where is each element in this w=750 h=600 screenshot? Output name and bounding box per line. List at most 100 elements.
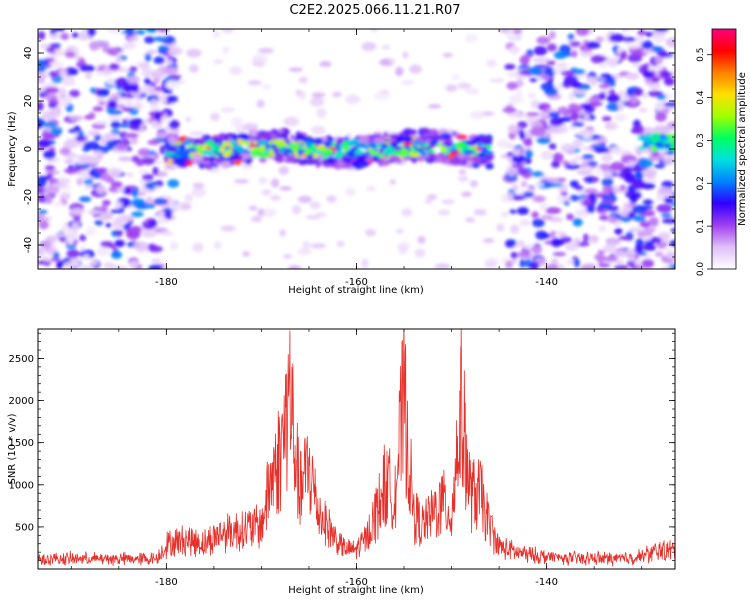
spectrogram-cell [642,168,658,178]
spectrogram-cell [568,92,576,101]
spectrogram-cell [317,154,324,159]
spectrogram-cell [463,159,468,165]
spectrogram-cell [517,121,528,129]
spectrogram-cell [676,139,683,143]
spectrogram-cell [602,256,618,262]
spectrogram-cell [531,171,544,178]
spectrogram-cell [125,172,134,177]
spectrogram-cell [129,66,138,72]
spectrogram-cell [669,240,675,247]
spectrogram-x-ticks: -180 -160 -140 [70,29,643,288]
spectrogram-cell [545,177,560,183]
spectrogram-cell [117,265,129,269]
spectrogram-cell [465,217,476,223]
spectrogram-cell [279,229,286,237]
spectrogram-cell [508,45,520,55]
spectrogram-cell [133,241,149,251]
spectrogram-cell [523,157,532,165]
spectrogram-cell [118,131,129,139]
spectrogram-cell [525,149,533,159]
y-tick-label: 40 [23,47,34,60]
spectrogram-cell [507,71,518,78]
spectrogram-cell [233,179,250,184]
spectrogram-cell [613,251,627,258]
spectrogram-cell [641,258,654,269]
spectrogram-cell [676,137,684,143]
spectrogram-cell [549,230,557,239]
spectrogram-cell [517,207,529,215]
spectrogram-cell [238,133,249,140]
spectrogram-cell [87,130,101,136]
spectrogram-cell [115,142,127,151]
spectrogram-cell [99,205,108,213]
spectrogram-cell [356,153,366,159]
spectrogram-cell [98,211,114,221]
spectrogram-cell [198,163,206,169]
spectrogram-cell [65,51,76,58]
spectrogram-cell [164,141,170,149]
spectrogram-cell [472,158,482,164]
spectrogram-cell [102,132,119,139]
spectrogram-cell [220,225,236,232]
spectrogram-cell [654,141,664,148]
spectrogram-cell [511,154,526,164]
spectrogram-cell [634,244,643,254]
spectrogram-cell [641,93,649,99]
spectrogram-cell [519,132,526,140]
spectrogram-cell [169,201,182,212]
spectrogram-cell [573,258,580,268]
spectrogram-cell [169,241,179,251]
spectrogram-cell [583,188,599,194]
spectrogram-cell [380,159,391,166]
spectrogram-cell [656,203,673,214]
spectrogram-cell [210,112,220,122]
spectrogram-cell [85,71,92,80]
spectrogram-cell [119,123,130,128]
spectrogram-cell [194,140,206,145]
spectrogram-cell [484,257,499,266]
spectrogram-cell [141,173,154,181]
spectrogram-cell [400,80,415,85]
spectrogram-cell [450,159,463,164]
spectrogram-cell [158,230,174,236]
spectrogram-cell [559,236,572,244]
spectrogram-cell [486,59,497,68]
spectrogram-cell [186,147,198,153]
colorbar-tick-label: 0.0 [696,262,706,277]
x-tick-label: -180 [155,577,178,588]
spectrogram-cell [603,243,617,253]
spectrogram-cell [269,133,277,138]
spectrogram-cell [131,155,140,163]
spectrogram-cell [65,244,77,250]
spectrogram-cell [176,149,187,157]
spectrogram-cell [560,70,576,76]
spectrogram-cell [43,150,56,160]
spectrogram-cell [154,112,162,121]
spectrogram-cell [321,159,328,164]
spectrogram-cell [75,135,87,142]
spectrogram-cell [255,61,266,68]
spectrogram-cell [670,202,675,207]
spectrogram-cell [113,201,123,209]
spectrogram-cell [148,245,163,253]
spectrogram-cell [156,197,166,204]
colorbar-ticks: 0.0 0.1 0.2 0.3 0.4 0.5 [696,48,712,277]
spectrogram-cell [186,48,202,58]
spectrogram-cell [628,210,636,220]
spectrogram-cell [108,63,120,71]
spectrogram-cell [38,216,52,221]
spectrogram-cell [624,173,637,184]
spectrogram-cell [270,178,280,188]
spectrogram-cell [383,131,388,139]
spectrogram-cell [611,145,624,155]
spectrogram-cell [144,53,152,62]
spectrogram-cell [63,261,79,269]
spectrogram-cell [395,66,404,77]
spectrogram-cell [261,83,271,90]
spectrogram-cell [141,230,157,238]
spectrogram-cell [93,120,109,125]
snr-x-axis-label: Height of straight line (km) [288,585,424,596]
spectrogram-cell [122,42,137,50]
spectrogram-cell [598,83,610,89]
spectrogram-cell [110,250,123,259]
